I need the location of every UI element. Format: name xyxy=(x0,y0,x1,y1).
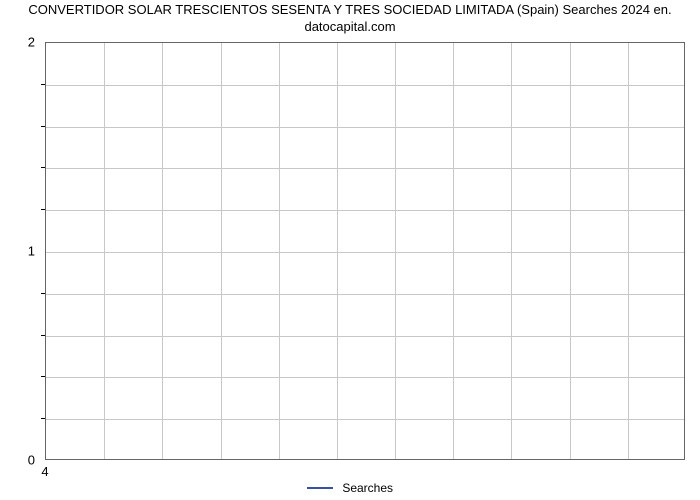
y-minor-tick xyxy=(41,293,45,294)
chart-title-line2: datocapital.com xyxy=(304,19,395,34)
grid-vertical xyxy=(628,43,629,459)
x-tick-label: 4 xyxy=(41,464,48,479)
y-tick-label: 2 xyxy=(0,35,35,50)
grid-vertical xyxy=(395,43,396,459)
grid-horizontal xyxy=(46,377,684,378)
y-minor-tick xyxy=(41,376,45,377)
plot-area xyxy=(45,42,685,460)
grid-vertical xyxy=(453,43,454,459)
grid-horizontal xyxy=(46,294,684,295)
grid-horizontal xyxy=(46,252,684,253)
grid-vertical xyxy=(511,43,512,459)
grid-horizontal xyxy=(46,85,684,86)
y-minor-tick xyxy=(41,84,45,85)
y-tick-label: 0 xyxy=(0,453,35,468)
grid-vertical xyxy=(337,43,338,459)
y-minor-tick xyxy=(41,335,45,336)
grid-vertical xyxy=(221,43,222,459)
grid-horizontal xyxy=(46,168,684,169)
grid-vertical xyxy=(570,43,571,459)
grid-horizontal xyxy=(46,127,684,128)
grid-horizontal xyxy=(46,210,684,211)
grid-horizontal xyxy=(46,419,684,420)
grid-horizontal xyxy=(46,336,684,337)
chart-title: CONVERTIDOR SOLAR TRESCIENTOS SESENTA Y … xyxy=(0,2,700,36)
y-minor-tick xyxy=(41,209,45,210)
y-minor-tick xyxy=(41,167,45,168)
y-minor-tick xyxy=(41,418,45,419)
legend-label: Searches xyxy=(342,481,393,495)
grid-vertical xyxy=(162,43,163,459)
legend-swatch xyxy=(307,487,333,489)
grid-vertical xyxy=(279,43,280,459)
chart-legend: Searches xyxy=(0,480,700,495)
y-tick-label: 1 xyxy=(0,244,35,259)
chart-title-line1: CONVERTIDOR SOLAR TRESCIENTOS SESENTA Y … xyxy=(28,2,671,17)
grid-vertical xyxy=(104,43,105,459)
y-minor-tick xyxy=(41,126,45,127)
